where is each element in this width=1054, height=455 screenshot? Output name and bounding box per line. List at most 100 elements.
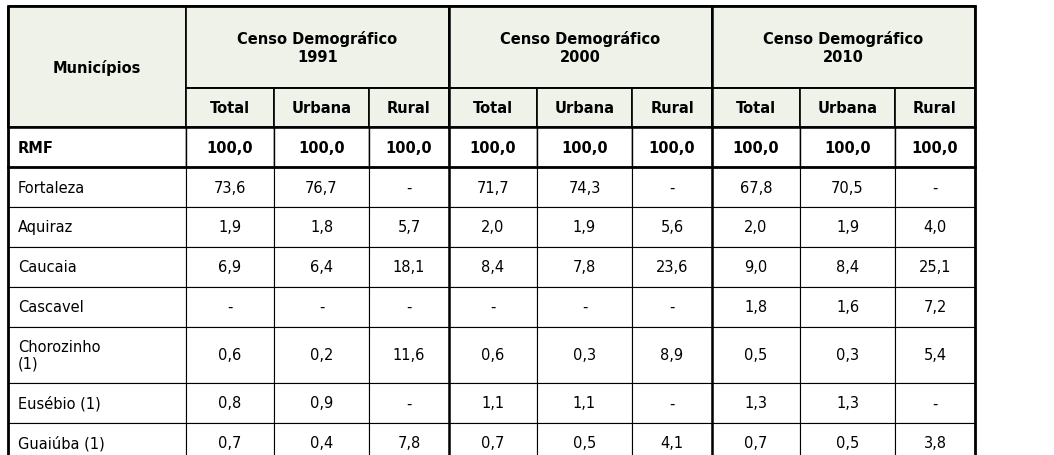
Text: 8,9: 8,9 [661, 348, 684, 363]
Bar [800, 383, 895, 423]
Text: 67,8: 67,8 [740, 180, 773, 195]
Bar [632, 207, 713, 248]
Text: Rural: Rural [913, 101, 957, 116]
Text: 0,9: 0,9 [310, 395, 333, 410]
Bar [186, 327, 274, 383]
Text: Eusébio (1): Eusébio (1) [18, 395, 101, 411]
Bar [895, 287, 975, 327]
Bar [536, 327, 632, 383]
Text: 8,4: 8,4 [482, 260, 505, 275]
Text: 2,0: 2,0 [482, 220, 505, 235]
Bar [274, 89, 369, 128]
Text: 100,0: 100,0 [298, 141, 345, 155]
Text: Total: Total [736, 101, 776, 116]
Bar [800, 89, 895, 128]
Bar [449, 128, 536, 168]
Bar [8, 248, 186, 287]
Text: 1,6: 1,6 [836, 299, 859, 314]
Text: Censo Demográfico
1991: Censo Demográfico 1991 [237, 31, 397, 65]
Text: 71,7: 71,7 [476, 180, 509, 195]
Text: Total: Total [473, 101, 513, 116]
Bar [186, 89, 274, 128]
Bar [536, 383, 632, 423]
Bar [536, 207, 632, 248]
Bar [713, 423, 800, 455]
Text: Urbana: Urbana [292, 101, 351, 116]
Text: 1,3: 1,3 [836, 395, 859, 410]
Bar [369, 327, 449, 383]
Bar [369, 248, 449, 287]
Text: 100,0: 100,0 [824, 141, 871, 155]
Bar [449, 207, 536, 248]
Text: 8,4: 8,4 [836, 260, 859, 275]
Bar [713, 7, 975, 89]
Text: -: - [228, 299, 233, 314]
Text: 5,7: 5,7 [397, 220, 421, 235]
Text: 5,6: 5,6 [661, 220, 684, 235]
Bar [186, 128, 274, 168]
Bar [186, 423, 274, 455]
Bar [632, 383, 713, 423]
Text: Total: Total [210, 101, 250, 116]
Text: 5,4: 5,4 [923, 348, 946, 363]
Bar [713, 327, 800, 383]
Bar [186, 207, 274, 248]
Text: Aquiraz: Aquiraz [18, 220, 73, 235]
Text: 3,8: 3,8 [923, 435, 946, 450]
Bar [800, 423, 895, 455]
Bar [274, 327, 369, 383]
Bar [186, 383, 274, 423]
Text: 70,5: 70,5 [832, 180, 864, 195]
Text: 0,5: 0,5 [573, 435, 597, 450]
Bar [369, 207, 449, 248]
Bar [274, 383, 369, 423]
Bar [274, 207, 369, 248]
Text: 1,9: 1,9 [573, 220, 597, 235]
Text: 7,2: 7,2 [923, 299, 946, 314]
Text: 1,1: 1,1 [573, 395, 597, 410]
Text: Chorozinho
(1): Chorozinho (1) [18, 339, 100, 371]
Bar [713, 207, 800, 248]
Text: 7,8: 7,8 [397, 435, 421, 450]
Text: 18,1: 18,1 [393, 260, 425, 275]
Bar [800, 248, 895, 287]
Bar [8, 168, 186, 207]
Text: 7,8: 7,8 [573, 260, 597, 275]
Text: -: - [933, 180, 938, 195]
Bar [632, 287, 713, 327]
Text: 100,0: 100,0 [386, 141, 432, 155]
Bar [449, 168, 536, 207]
Bar [449, 383, 536, 423]
Bar [895, 248, 975, 287]
Bar [8, 287, 186, 327]
Text: 100,0: 100,0 [648, 141, 696, 155]
Text: 0,5: 0,5 [744, 348, 767, 363]
Text: Cascavel: Cascavel [18, 299, 83, 314]
Text: 4,0: 4,0 [923, 220, 946, 235]
Text: 0,6: 0,6 [482, 348, 505, 363]
Text: -: - [406, 395, 412, 410]
Bar [186, 248, 274, 287]
Text: RMF: RMF [18, 141, 54, 155]
Text: 100,0: 100,0 [470, 141, 516, 155]
Text: Urbana: Urbana [554, 101, 614, 116]
Bar [713, 168, 800, 207]
Text: -: - [318, 299, 325, 314]
Bar [369, 168, 449, 207]
Bar [800, 207, 895, 248]
Bar [713, 128, 800, 168]
Bar [632, 168, 713, 207]
Bar [8, 327, 186, 383]
Text: Censo Demográfico
2000: Censo Demográfico 2000 [501, 31, 661, 65]
Text: -: - [406, 180, 412, 195]
Bar [8, 7, 186, 128]
Text: 1,8: 1,8 [310, 220, 333, 235]
Text: Censo Demográfico
2010: Censo Demográfico 2010 [763, 31, 923, 65]
Text: -: - [669, 299, 675, 314]
Bar [895, 207, 975, 248]
Text: Municípios: Municípios [53, 60, 141, 76]
Bar [536, 287, 632, 327]
Text: 25,1: 25,1 [919, 260, 952, 275]
Text: 0,3: 0,3 [836, 348, 859, 363]
Bar [8, 423, 186, 455]
